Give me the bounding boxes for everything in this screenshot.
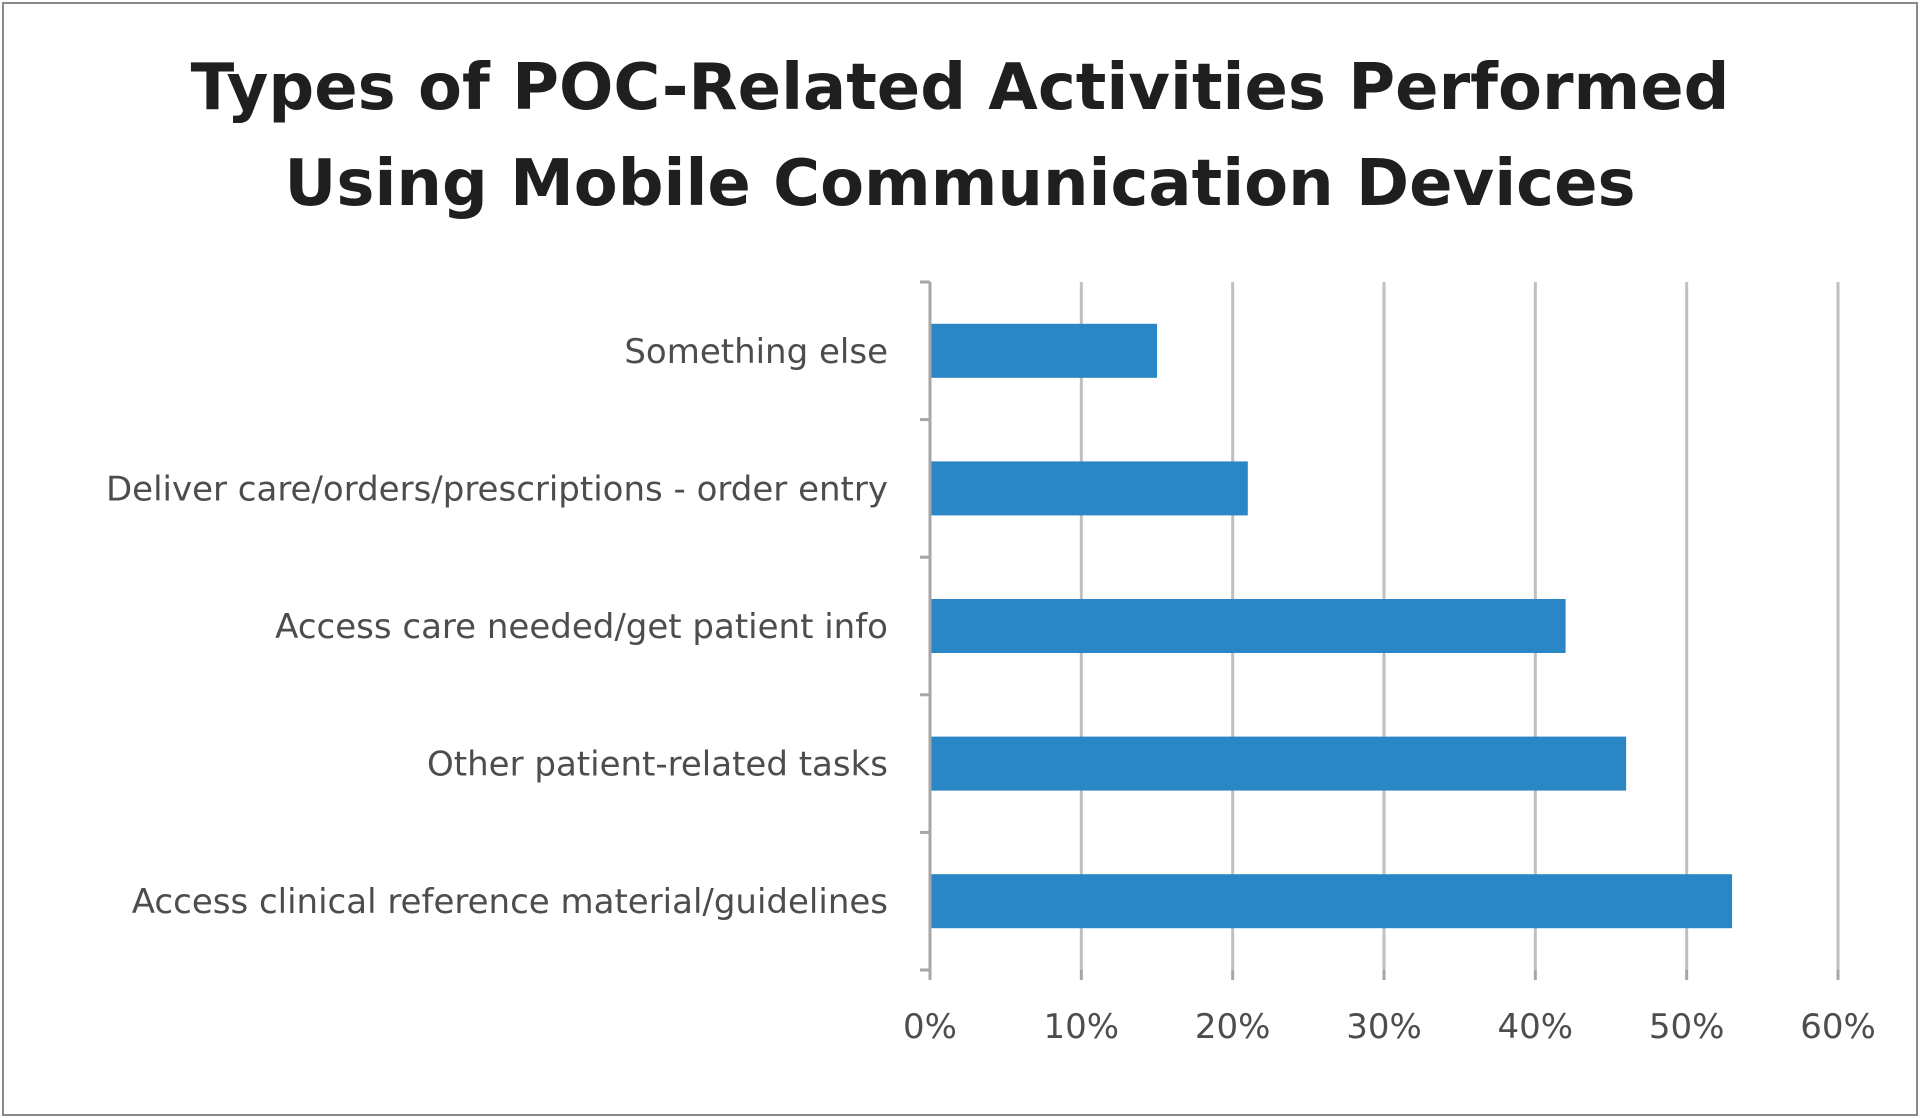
x-tick-label-4: 40%	[1498, 1007, 1574, 1047]
chart-title: Types of POC-Related Activities Performe…	[0, 40, 1920, 232]
x-tick-labels: 0% 10% 20% 30% 40% 50% 60%	[903, 1007, 1876, 1047]
x-tick-label-6: 60%	[1800, 1007, 1876, 1047]
bar-0	[930, 323, 1157, 378]
category-label-1: Deliver care/orders/prescriptions - orde…	[106, 469, 888, 509]
bar-2	[930, 599, 1566, 653]
category-labels: Something else Deliver care/orders/prescr…	[106, 332, 888, 922]
x-tick-label-2: 20%	[1195, 1007, 1271, 1047]
x-tick-label-5: 50%	[1649, 1007, 1725, 1047]
category-label-2: Access care needed/get patient info	[275, 607, 888, 647]
category-label-3: Other patient-related tasks	[427, 745, 888, 785]
x-tick-label-0: 0%	[903, 1007, 957, 1047]
bar-4	[930, 874, 1733, 929]
y-axis	[920, 280, 1840, 980]
category-label-0: Something else	[624, 332, 888, 372]
category-label-4: Access clinical reference material/guide…	[132, 882, 888, 922]
bars	[930, 323, 1733, 929]
bar-3	[930, 736, 1627, 791]
x-tick-label-3: 30%	[1346, 1007, 1422, 1047]
chart-title-line-2: Using Mobile Communication Devices	[284, 147, 1636, 221]
chart-title-line-1: Types of POC-Related Activities Performe…	[190, 51, 1730, 125]
bar-1	[930, 461, 1248, 516]
x-tick-label-1: 10%	[1044, 1007, 1120, 1047]
